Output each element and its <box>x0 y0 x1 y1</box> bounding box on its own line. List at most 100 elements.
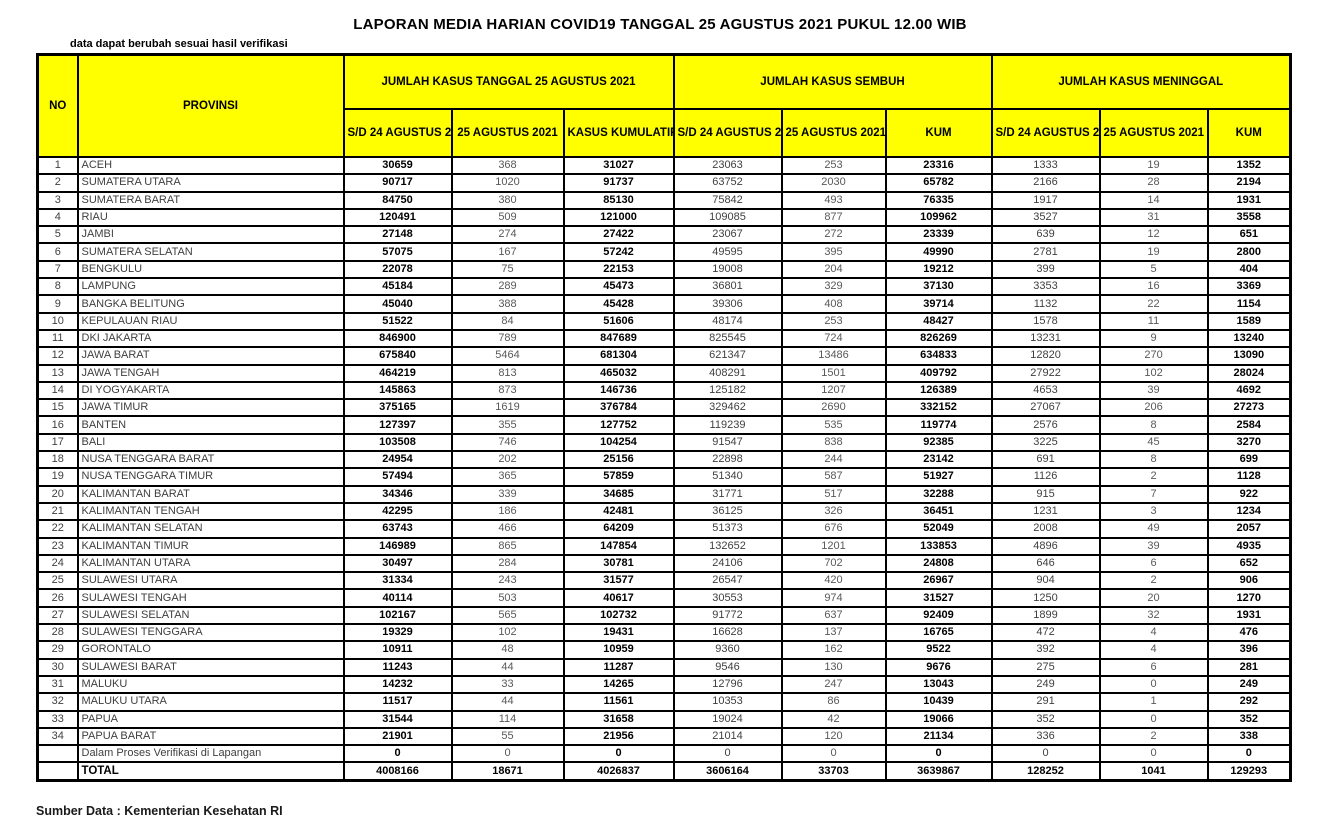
kasus-25-cell: 33 <box>450 674 565 695</box>
kasus-kumulatif-cell: 147854 <box>562 536 675 556</box>
kasus-kumulatif-cell: 42481 <box>562 501 675 522</box>
kasus-kumulatif-cell: 31027 <box>562 155 675 176</box>
province-cell: SULAWESI TENGGARA <box>76 622 345 643</box>
province-cell: SUMATERA SELATAN <box>76 242 345 262</box>
sub-header-sembuh-25: 25 AGUSTUS 2021 <box>780 108 887 158</box>
sub-header-sembuh-kum: KUM <box>884 108 993 158</box>
meninggal-kum-cell: 1931 <box>1206 605 1292 626</box>
meninggal-sd24-cell: 3225 <box>990 432 1101 453</box>
kasus-25-cell: 75 <box>450 259 565 280</box>
row-number-cell: 20 <box>36 484 79 504</box>
sembuh-25-cell: 676 <box>780 519 887 539</box>
meninggal-25-cell: 2 <box>1098 467 1209 487</box>
table-row: 34 PAPUA BARAT 21901 55 21956 21014 120 … <box>36 726 1292 747</box>
kasus-kumulatif-cell: 27422 <box>562 225 675 245</box>
province-cell: KALIMANTAN TENGAH <box>76 501 345 522</box>
sembuh-25-cell: 42 <box>780 709 887 729</box>
table-group-header-row: NO PROVINSI JUMLAH KASUS TANGGAL 25 AGUS… <box>36 53 1292 158</box>
meninggal-sd24-cell: 399 <box>990 259 1101 280</box>
meninggal-kum-cell: 129293 <box>1206 761 1292 782</box>
sub-header-meninggal-25: 25 AGUSTUS 2021 <box>1098 108 1209 158</box>
meninggal-kum-cell: 0 <box>1206 744 1292 764</box>
province-cell: BANGKA BELITUNG <box>76 294 345 314</box>
province-cell: BENGKULU <box>76 259 345 280</box>
meninggal-25-cell: 1041 <box>1098 761 1209 782</box>
table-row: 22 KALIMANTAN SELATAN 63743 466 64209 51… <box>36 519 1292 539</box>
kasus-sd24-cell: 40114 <box>342 588 453 608</box>
meninggal-25-cell: 19 <box>1098 155 1209 176</box>
province-cell: RIAU <box>76 207 345 228</box>
row-number-cell: 3 <box>36 190 79 210</box>
sembuh-sd24-cell: 16628 <box>672 622 783 643</box>
sembuh-kum-cell: 51927 <box>884 467 993 487</box>
kasus-25-cell: 503 <box>450 588 565 608</box>
sembuh-sd24-cell: 48174 <box>672 311 783 331</box>
sembuh-kum-cell: 119774 <box>884 415 993 435</box>
meninggal-kum-cell: 1154 <box>1206 294 1292 314</box>
table-row: 20 KALIMANTAN BARAT 34346 339 34685 3177… <box>36 484 1292 504</box>
meninggal-kum-cell: 2057 <box>1206 519 1292 539</box>
table-row: 24 KALIMANTAN UTARA 30497 284 30781 2410… <box>36 553 1292 574</box>
sembuh-sd24-cell: 36801 <box>672 277 783 297</box>
meninggal-25-cell: 32 <box>1098 605 1209 626</box>
table-row: 4 RIAU 120491 509 121000 109085 877 1099… <box>36 207 1292 228</box>
kasus-25-cell: 289 <box>450 277 565 297</box>
col-header-provinsi: PROVINSI <box>76 53 345 158</box>
meninggal-kum-cell: 13090 <box>1206 346 1292 366</box>
sub-header-sembuh-sd24: S/D 24 AGUSTUS 2021 <box>672 108 783 158</box>
kasus-25-cell: 565 <box>450 605 565 626</box>
kasus-25-cell: 365 <box>450 467 565 487</box>
table-row: 11 DKI JAKARTA 846900 789 847689 825545 … <box>36 328 1292 349</box>
sembuh-25-cell: 86 <box>780 692 887 712</box>
row-number-cell: 32 <box>36 692 79 712</box>
sembuh-kum-cell: 32288 <box>884 484 993 504</box>
meninggal-sd24-cell: 2781 <box>990 242 1101 262</box>
sembuh-25-cell: 130 <box>780 657 887 677</box>
sembuh-kum-cell: 24808 <box>884 553 993 574</box>
meninggal-sd24-cell: 13231 <box>990 328 1101 349</box>
province-cell: NUSA TENGGARA TIMUR <box>76 467 345 487</box>
meninggal-sd24-cell: 2576 <box>990 415 1101 435</box>
meninggal-25-cell: 102 <box>1098 363 1209 383</box>
sembuh-kum-cell: 9676 <box>884 657 993 677</box>
row-number-cell: 19 <box>36 467 79 487</box>
kasus-25-cell: 5464 <box>450 346 565 366</box>
row-number-cell: 14 <box>36 380 79 401</box>
sembuh-sd24-cell: 51373 <box>672 519 783 539</box>
table-row: 7 BENGKULU 22078 75 22153 19008 204 1921… <box>36 259 1292 280</box>
row-number-cell: 16 <box>36 415 79 435</box>
table-row: 21 KALIMANTAN TENGAH 42295 186 42481 361… <box>36 501 1292 522</box>
sembuh-kum-cell: 23142 <box>884 450 993 470</box>
sembuh-kum-cell: 19212 <box>884 259 993 280</box>
meninggal-sd24-cell: 275 <box>990 657 1101 677</box>
row-number-cell: 12 <box>36 346 79 366</box>
table-row: 13 JAWA TENGAH 464219 813 465032 408291 … <box>36 363 1292 383</box>
meninggal-kum-cell: 3369 <box>1206 277 1292 297</box>
row-number-cell: 8 <box>36 277 79 297</box>
row-number-cell <box>36 761 79 782</box>
meninggal-25-cell: 28 <box>1098 173 1209 193</box>
province-cell: DI YOGYAKARTA <box>76 380 345 401</box>
sembuh-sd24-cell: 91772 <box>672 605 783 626</box>
meninggal-sd24-cell: 1250 <box>990 588 1101 608</box>
meninggal-25-cell: 11 <box>1098 311 1209 331</box>
sembuh-25-cell: 13486 <box>780 346 887 366</box>
sembuh-sd24-cell: 109085 <box>672 207 783 228</box>
meninggal-kum-cell: 476 <box>1206 622 1292 643</box>
province-cell: DKI JAKARTA <box>76 328 345 349</box>
row-number-cell: 33 <box>36 709 79 729</box>
province-cell: SULAWESI BARAT <box>76 657 345 677</box>
meninggal-25-cell: 49 <box>1098 519 1209 539</box>
meninggal-kum-cell: 1234 <box>1206 501 1292 522</box>
kasus-25-cell: 274 <box>450 225 565 245</box>
meninggal-sd24-cell: 12820 <box>990 346 1101 366</box>
meninggal-25-cell: 270 <box>1098 346 1209 366</box>
kasus-25-cell: 1619 <box>450 398 565 418</box>
kasus-kumulatif-cell: 146736 <box>562 380 675 401</box>
sembuh-sd24-cell: 19024 <box>672 709 783 729</box>
table-row: 30 SULAWESI BARAT 11243 44 11287 9546 13… <box>36 657 1292 677</box>
kasus-kumulatif-cell: 31577 <box>562 571 675 591</box>
meninggal-25-cell: 4 <box>1098 640 1209 660</box>
meninggal-sd24-cell: 1333 <box>990 155 1101 176</box>
sembuh-25-cell: 329 <box>780 277 887 297</box>
